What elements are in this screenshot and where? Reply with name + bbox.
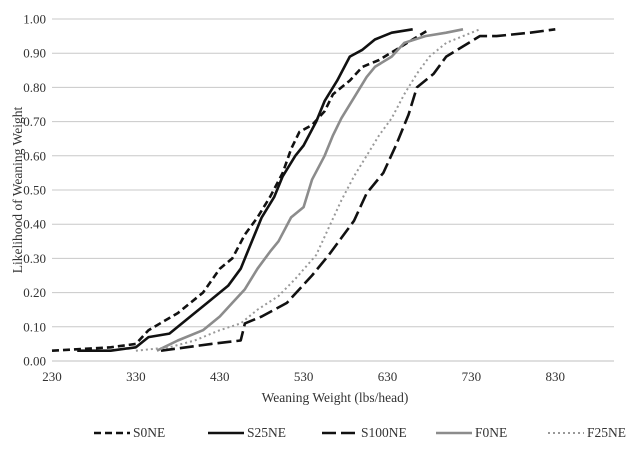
y-tick-label: 0.00 (23, 354, 46, 369)
y-axis-title: Likelihood of Weaning Weight (10, 107, 25, 274)
y-tick-label: 0.90 (23, 46, 46, 61)
y-tick-label: 0.60 (23, 148, 46, 163)
x-tick-label: 730 (462, 369, 482, 384)
x-tick-label: 430 (210, 369, 230, 384)
legend-label-f0ne: F0NE (475, 425, 507, 440)
series-line-s100ne (160, 28, 556, 352)
y-tick-label: 0.40 (23, 217, 46, 232)
y-tick-label: 0.10 (23, 319, 46, 334)
x-tick-label: 230 (42, 369, 62, 384)
y-tick-label: 0.70 (23, 114, 46, 129)
plot-area (51, 28, 556, 352)
legend-label-s100ne: S100NE (361, 425, 407, 440)
series-line-s25ne (77, 28, 413, 352)
y-tick-label: 0.50 (23, 183, 46, 198)
x-axis-title: Weaning Weight (lbs/head) (262, 390, 409, 405)
axes: 0.00 0.10 0.20 0.30 0.40 0.50 0.60 0.70 0.80 0.90… (23, 12, 614, 384)
x-tick-label: 330 (126, 369, 146, 384)
x-tick-label: 830 (546, 369, 566, 384)
series-line-f25ne (135, 28, 481, 352)
series-line-s0ne (51, 28, 431, 352)
legend: S0NE S25NE S100NE F0NE F25NE (94, 425, 626, 440)
y-tick-label: 0.30 (23, 251, 46, 266)
y-tick-label: 0.20 (23, 285, 46, 300)
y-tick-label: 0.80 (23, 80, 46, 95)
gridlines (52, 18, 614, 362)
series-line-f0ne (156, 28, 464, 352)
y-tick-label: 1.00 (23, 12, 46, 27)
legend-label-s25ne: S25NE (247, 425, 286, 440)
x-tick-label: 530 (294, 369, 314, 384)
legend-label-f25ne: F25NE (587, 425, 626, 440)
x-tick-label: 630 (378, 369, 398, 384)
legend-label-s0ne: S0NE (133, 425, 165, 440)
